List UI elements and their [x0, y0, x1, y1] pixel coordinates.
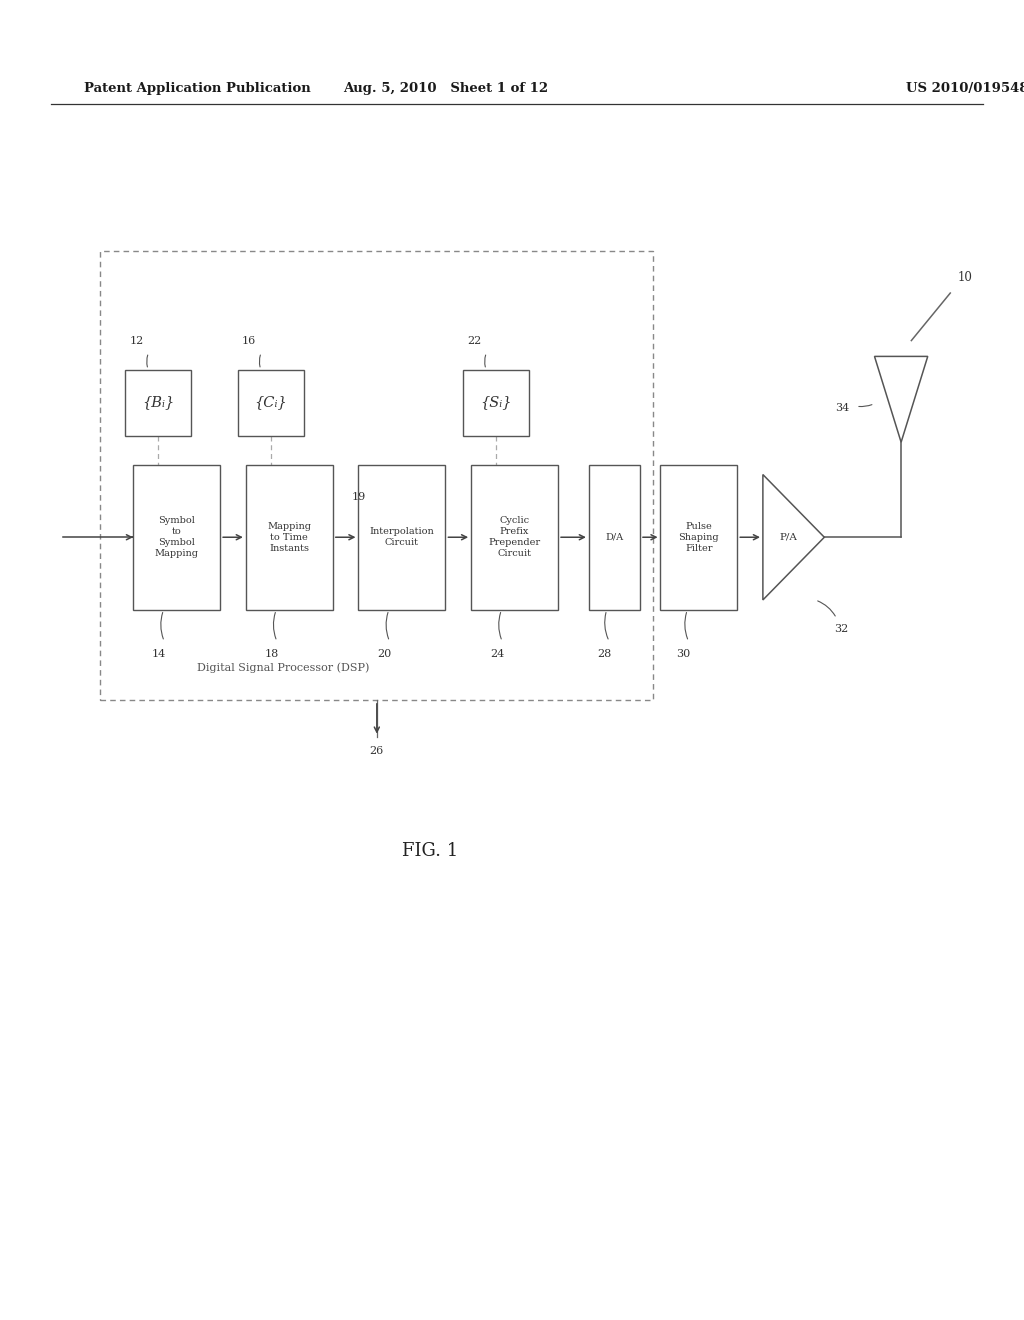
Bar [246, 465, 333, 610]
Text: 19: 19 [351, 491, 366, 502]
Bar [133, 465, 220, 610]
Text: 18: 18 [265, 649, 279, 660]
Text: 22: 22 [467, 335, 481, 346]
Text: 30: 30 [677, 649, 690, 660]
Text: Aug. 5, 2010   Sheet 1 of 12: Aug. 5, 2010 Sheet 1 of 12 [343, 82, 548, 95]
Text: 24: 24 [490, 649, 504, 660]
Text: 20: 20 [378, 649, 391, 660]
Text: 12: 12 [129, 335, 143, 346]
Polygon shape [763, 475, 824, 599]
Text: FIG. 1: FIG. 1 [402, 842, 458, 861]
Text: 28: 28 [597, 649, 611, 660]
Text: {Bᵢ}: {Bᵢ} [142, 396, 174, 409]
Text: 32: 32 [835, 624, 849, 634]
Text: Digital Signal Processor (DSP): Digital Signal Processor (DSP) [197, 663, 369, 673]
Text: P/A: P/A [779, 533, 798, 541]
Text: Cyclic
Prefix
Prepender
Circuit: Cyclic Prefix Prepender Circuit [488, 516, 541, 558]
Text: D/A: D/A [605, 533, 624, 541]
Text: Symbol
to
Symbol
Mapping: Symbol to Symbol Mapping [155, 516, 199, 558]
Text: Mapping
to Time
Instants: Mapping to Time Instants [267, 521, 311, 553]
Text: US 2010/0195483 A1: US 2010/0195483 A1 [906, 82, 1024, 95]
Bar [358, 465, 445, 610]
Text: {Sᵢ}: {Sᵢ} [480, 396, 512, 409]
Bar [471, 465, 558, 610]
Text: 14: 14 [153, 649, 166, 660]
Bar [463, 370, 529, 436]
Text: {Cᵢ}: {Cᵢ} [255, 396, 287, 409]
Text: Patent Application Publication: Patent Application Publication [84, 82, 310, 95]
Text: 16: 16 [242, 335, 256, 346]
Bar [125, 370, 191, 436]
Text: Interpolation
Circuit: Interpolation Circuit [370, 527, 434, 548]
Polygon shape [874, 356, 928, 442]
Bar [100, 251, 653, 700]
Text: 34: 34 [835, 403, 849, 413]
Bar [589, 465, 640, 610]
Bar [238, 370, 304, 436]
Text: 26: 26 [370, 746, 384, 756]
Text: 10: 10 [957, 271, 973, 284]
Text: Pulse
Shaping
Filter: Pulse Shaping Filter [679, 521, 719, 553]
Bar [660, 465, 737, 610]
